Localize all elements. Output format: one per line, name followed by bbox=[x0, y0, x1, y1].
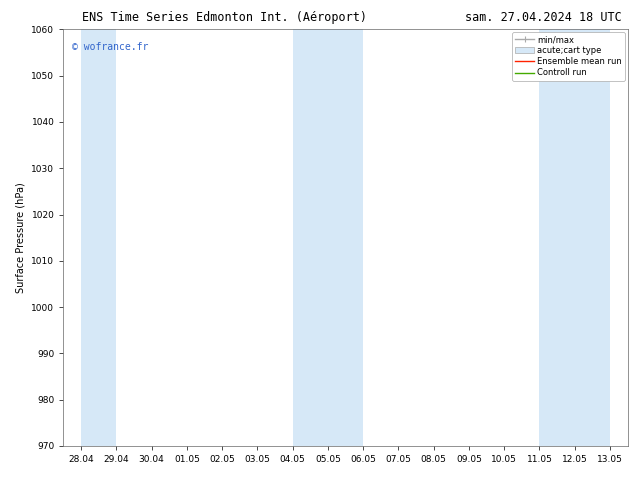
Text: ENS Time Series Edmonton Int. (Aéroport): ENS Time Series Edmonton Int. (Aéroport) bbox=[82, 11, 368, 24]
Text: © wofrance.fr: © wofrance.fr bbox=[72, 42, 148, 52]
Text: sam. 27.04.2024 18 UTC: sam. 27.04.2024 18 UTC bbox=[465, 11, 621, 24]
Bar bbox=[293, 29, 363, 446]
Legend: min/max, acute;cart type, Ensemble mean run, Controll run: min/max, acute;cart type, Ensemble mean … bbox=[512, 32, 625, 81]
Y-axis label: Surface Pressure (hPa): Surface Pressure (hPa) bbox=[16, 182, 26, 293]
Bar bbox=[540, 29, 610, 446]
Bar bbox=[81, 29, 116, 446]
